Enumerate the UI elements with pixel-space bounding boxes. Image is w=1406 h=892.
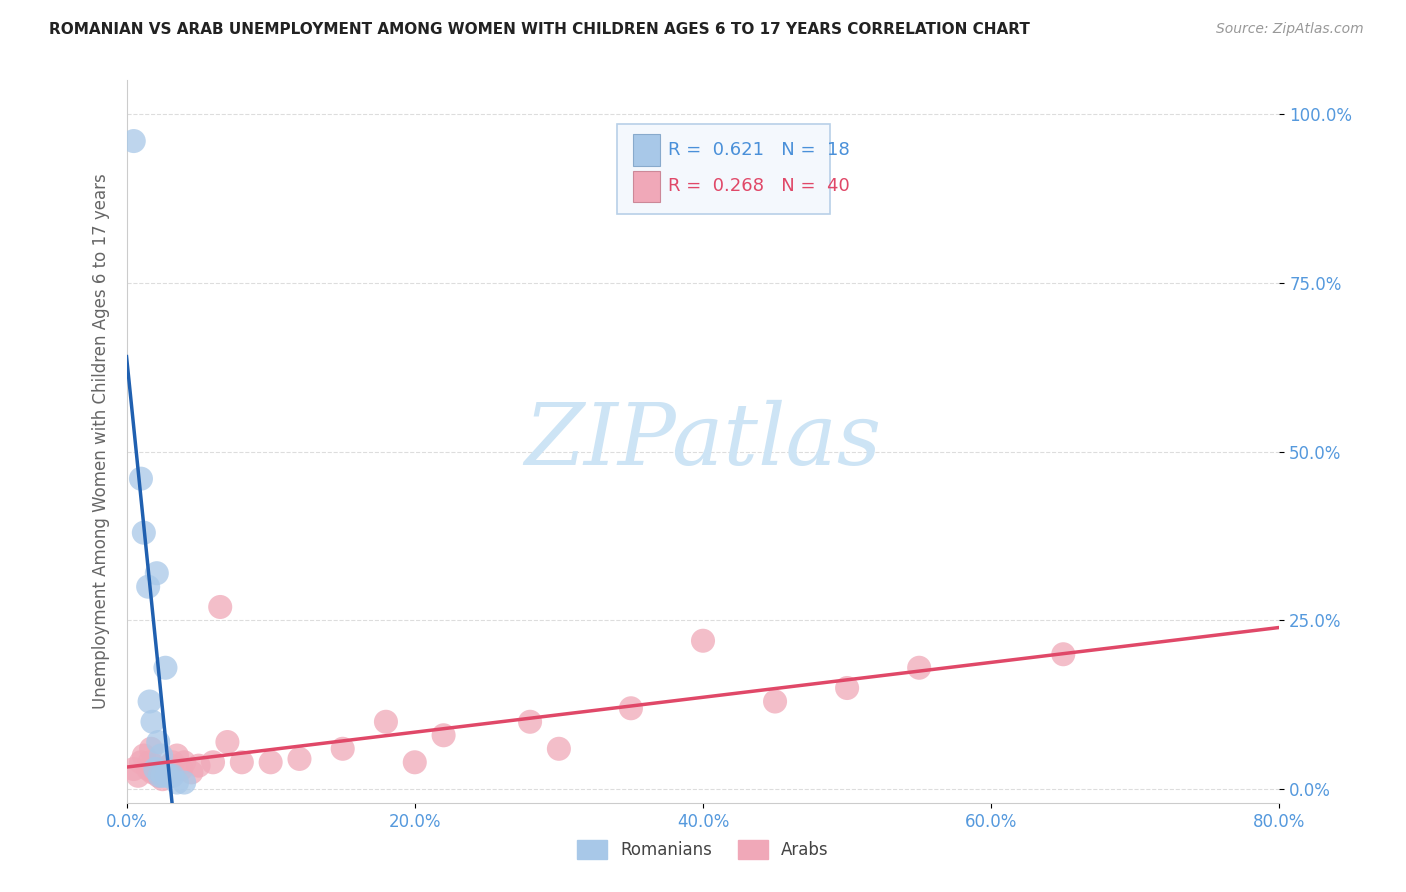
Point [835,681,858,695]
Point [763,694,786,708]
Point [156,762,179,776]
Point [149,762,172,776]
Point [138,694,160,708]
Point [136,762,159,776]
Point [132,525,155,540]
Point [132,748,155,763]
Point [141,765,163,780]
Point [162,756,184,770]
Point [202,756,225,770]
Point [122,762,145,776]
Point [122,134,145,148]
Text: ROMANIAN VS ARAB UNEMPLOYMENT AMONG WOMEN WITH CHILDREN AGES 6 TO 17 YEARS CORRE: ROMANIAN VS ARAB UNEMPLOYMENT AMONG WOME… [49,22,1031,37]
Point [149,769,172,783]
Point [692,633,714,648]
Point [231,756,253,770]
Point [332,741,354,756]
Point [148,769,170,783]
Point [162,769,184,783]
Point [145,765,166,780]
Text: R =  0.268   N =  40: R = 0.268 N = 40 [668,178,851,195]
Point [908,661,931,675]
Point [217,735,239,749]
Point [152,772,174,787]
Point [129,756,152,770]
Point [159,769,181,783]
Point [127,769,149,783]
Text: R =  0.621   N =  18: R = 0.621 N = 18 [668,141,851,160]
Point [145,762,166,776]
Point [141,714,163,729]
Point [156,769,179,783]
Point [146,566,169,581]
Point [152,769,174,783]
Point [148,735,170,749]
FancyBboxPatch shape [633,170,661,202]
FancyBboxPatch shape [633,135,661,166]
Point [374,714,398,729]
Point [209,599,232,614]
Point [173,756,195,770]
Point [404,756,426,770]
Point [620,701,643,715]
Point [136,580,159,594]
Point [433,728,456,742]
Text: Source: ZipAtlas.com: Source: ZipAtlas.com [1216,22,1364,37]
Point [138,756,160,770]
Text: ZIPatlas: ZIPatlas [524,401,882,483]
Point [139,741,162,756]
Point [166,748,188,763]
Point [129,472,152,486]
Point [142,758,165,772]
Point [173,775,195,789]
Point [150,748,173,763]
Point [1052,647,1074,661]
Point [159,758,181,772]
Point [288,752,311,766]
Point [155,661,177,675]
Point [548,741,571,756]
Y-axis label: Unemployment Among Women with Children Ages 6 to 17 years: Unemployment Among Women with Children A… [91,174,110,709]
FancyBboxPatch shape [617,124,830,214]
Point [259,756,281,770]
Point [166,775,188,789]
Point [180,765,202,780]
Legend: Romanians, Arabs: Romanians, Arabs [578,840,828,860]
Point [155,765,177,780]
Point [187,758,209,772]
Point [170,762,193,776]
Point [519,714,541,729]
